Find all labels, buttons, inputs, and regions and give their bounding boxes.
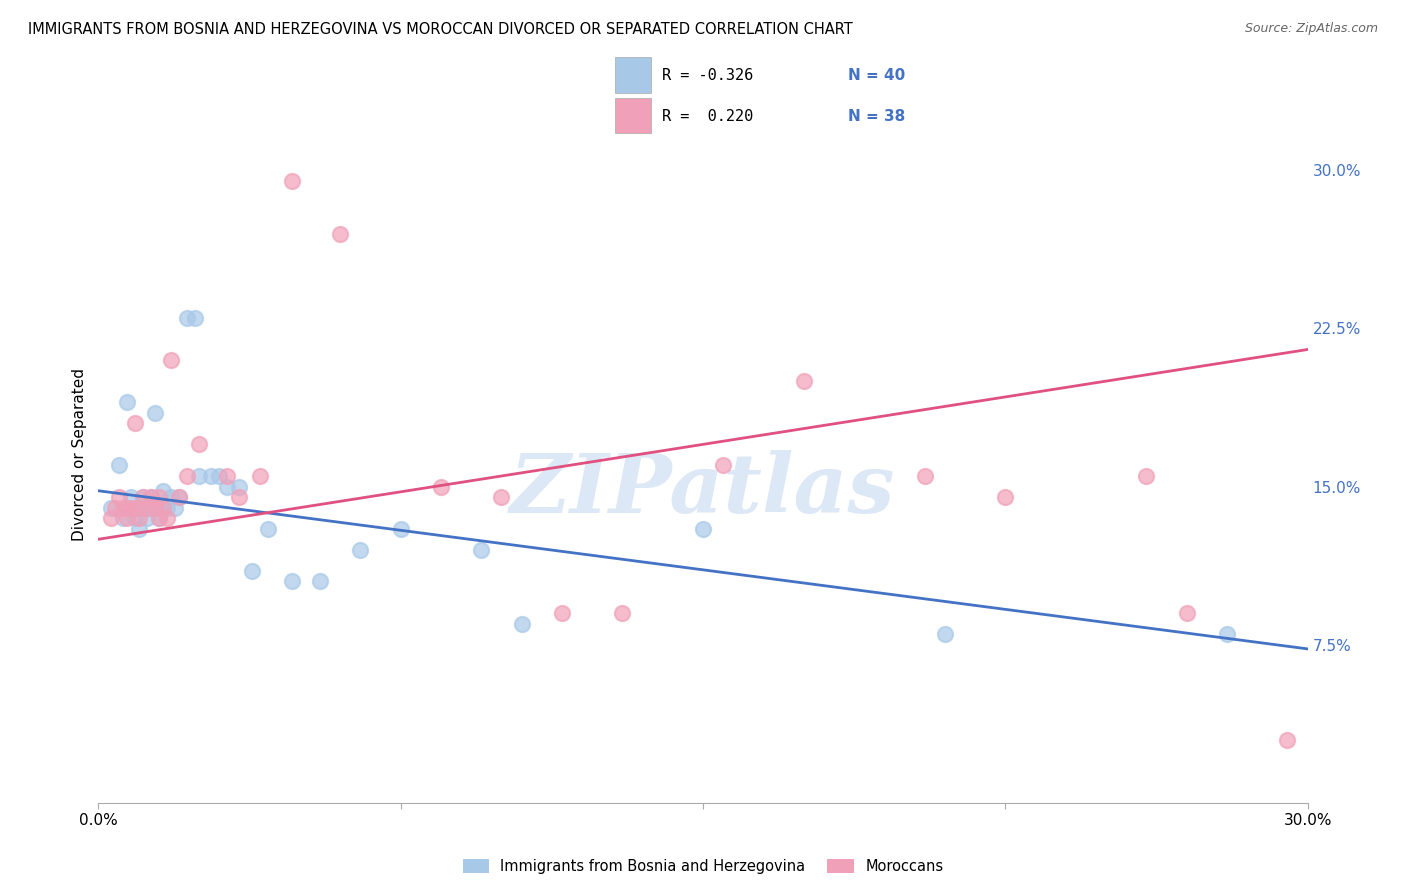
Bar bbox=[616, 97, 651, 133]
Point bbox=[329, 227, 352, 241]
Point bbox=[389, 522, 412, 536]
Legend: Immigrants from Bosnia and Herzegovina, Moroccans: Immigrants from Bosnia and Herzegovina, … bbox=[457, 854, 949, 880]
Point bbox=[139, 500, 162, 515]
Point bbox=[156, 511, 179, 525]
Point bbox=[309, 574, 332, 589]
Point bbox=[148, 511, 170, 525]
Point bbox=[132, 490, 155, 504]
Point bbox=[188, 437, 211, 451]
Point bbox=[217, 469, 239, 483]
Point bbox=[135, 500, 157, 515]
Point bbox=[156, 500, 179, 515]
Point bbox=[148, 490, 170, 504]
Point bbox=[132, 490, 155, 504]
Point bbox=[128, 500, 150, 515]
Point bbox=[124, 500, 146, 515]
Point bbox=[692, 522, 714, 536]
Point bbox=[160, 490, 183, 504]
Point bbox=[188, 469, 211, 483]
Point bbox=[120, 500, 142, 515]
Point bbox=[107, 458, 129, 473]
Point bbox=[111, 511, 134, 525]
Point bbox=[994, 490, 1017, 504]
Point bbox=[934, 627, 956, 641]
Point bbox=[139, 490, 162, 504]
Point bbox=[115, 511, 138, 525]
Point bbox=[111, 500, 134, 515]
Point bbox=[148, 511, 170, 525]
Point bbox=[128, 511, 150, 525]
Point bbox=[100, 500, 122, 515]
Point bbox=[120, 490, 142, 504]
Text: IMMIGRANTS FROM BOSNIA AND HERZEGOVINA VS MOROCCAN DIVORCED OR SEPARATED CORRELA: IMMIGRANTS FROM BOSNIA AND HERZEGOVINA V… bbox=[28, 22, 853, 37]
Point bbox=[256, 522, 278, 536]
Point bbox=[103, 500, 125, 515]
Point bbox=[249, 469, 271, 483]
Point bbox=[491, 490, 513, 504]
Point bbox=[148, 500, 170, 515]
Point bbox=[167, 490, 190, 504]
Point bbox=[1216, 627, 1239, 641]
Point bbox=[240, 564, 263, 578]
Point bbox=[914, 469, 936, 483]
Point bbox=[152, 500, 174, 515]
Point bbox=[510, 616, 533, 631]
Point bbox=[551, 606, 574, 620]
Text: N = 40: N = 40 bbox=[848, 68, 905, 83]
Point bbox=[100, 511, 122, 525]
Point bbox=[143, 500, 166, 515]
Point bbox=[281, 174, 304, 188]
Point bbox=[107, 490, 129, 504]
Point bbox=[160, 353, 183, 368]
Point bbox=[167, 490, 190, 504]
Point bbox=[124, 511, 146, 525]
Point bbox=[176, 469, 198, 483]
Text: R = -0.326: R = -0.326 bbox=[662, 68, 754, 83]
Point bbox=[208, 469, 231, 483]
Point bbox=[128, 500, 150, 515]
Point bbox=[228, 490, 250, 504]
Text: R =  0.220: R = 0.220 bbox=[662, 109, 754, 124]
Point bbox=[1175, 606, 1198, 620]
Point bbox=[349, 542, 371, 557]
Point bbox=[163, 500, 186, 515]
Point bbox=[184, 310, 207, 325]
Point bbox=[124, 417, 146, 431]
Point bbox=[470, 542, 492, 557]
Point bbox=[135, 511, 157, 525]
Text: Source: ZipAtlas.com: Source: ZipAtlas.com bbox=[1244, 22, 1378, 36]
Point bbox=[115, 395, 138, 409]
Point bbox=[1135, 469, 1157, 483]
Point bbox=[139, 490, 162, 504]
Point bbox=[1277, 732, 1299, 747]
Point bbox=[711, 458, 734, 473]
Point bbox=[200, 469, 222, 483]
Point bbox=[612, 606, 634, 620]
Point bbox=[152, 483, 174, 498]
Text: ZIPatlas: ZIPatlas bbox=[510, 450, 896, 530]
Point bbox=[135, 500, 157, 515]
Y-axis label: Divorced or Separated: Divorced or Separated bbox=[72, 368, 87, 541]
Point bbox=[281, 574, 304, 589]
Text: N = 38: N = 38 bbox=[848, 109, 905, 124]
Point bbox=[176, 310, 198, 325]
Point bbox=[128, 522, 150, 536]
Bar bbox=[616, 57, 651, 93]
Point bbox=[115, 500, 138, 515]
Point bbox=[228, 479, 250, 493]
Point bbox=[143, 406, 166, 420]
Point bbox=[430, 479, 453, 493]
Point bbox=[217, 479, 239, 493]
Point bbox=[793, 374, 815, 388]
